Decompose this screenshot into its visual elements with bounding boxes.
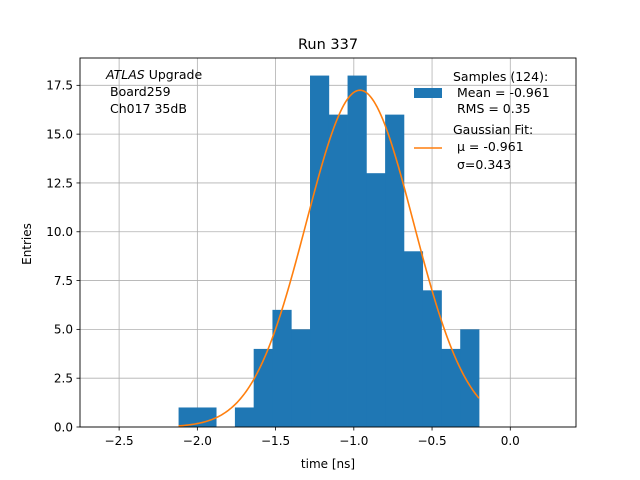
x-tick-label: −2.5 <box>105 434 134 448</box>
annotation: ATLAS Upgrade Board259 Ch017 35dB <box>105 67 202 116</box>
histogram-bar-13 <box>460 329 480 427</box>
y-tick-label: 12.5 <box>46 176 73 190</box>
axes-frame <box>79 57 577 428</box>
upgrade-label: Upgrade <box>145 67 203 82</box>
legend-histogram-line1: Samples (124): <box>453 69 548 84</box>
histogram-bar-1 <box>234 407 255 427</box>
y-tick-label: 17.5 <box>46 79 73 93</box>
histogram-bar-9 <box>385 114 405 427</box>
x-tick-label: −2.0 <box>183 434 212 448</box>
histogram-bar-8 <box>366 173 386 427</box>
histogram-bar-11 <box>422 290 442 427</box>
x-axis-ticks: −2.5 −2.0 −1.5 −1.0 −0.5 0.0 <box>105 427 520 448</box>
chart-title: Run 337 <box>298 37 358 53</box>
legend-fit-line1: Gaussian Fit: <box>453 122 533 137</box>
histogram-bar-6 <box>328 114 348 427</box>
y-tick-label: 2.5 <box>54 371 73 385</box>
x-tick-label: −0.5 <box>417 434 446 448</box>
y-axis-ticks: 0.0 2.5 5.0 7.5 10.0 12.5 15.0 17.5 <box>46 79 80 434</box>
histogram-bars <box>178 75 480 428</box>
histogram-bar-7 <box>347 75 367 428</box>
histogram-bar-12 <box>441 348 461 427</box>
y-tick-label: 7.5 <box>54 274 73 288</box>
x-axis-label: time [ns] <box>301 457 355 471</box>
histogram-bar-3 <box>272 309 292 427</box>
legend-histogram-line2: Mean = -0.961 <box>453 85 550 100</box>
legend-histogram-swatch <box>414 88 442 98</box>
annotation-line1: ATLAS Upgrade <box>105 67 202 82</box>
atlas-label: ATLAS <box>105 67 145 82</box>
y-tick-label: 0.0 <box>54 420 73 434</box>
y-tick-label: 15.0 <box>46 127 73 141</box>
histogram-bar-4 <box>291 329 311 427</box>
histogram-bar-5 <box>310 75 330 428</box>
gaussian-fit-curve <box>178 89 480 427</box>
legend: Samples (124): Mean = -0.961 RMS = 0.35 … <box>414 69 550 172</box>
legend-histogram-line3: RMS = 0.35 <box>453 101 531 116</box>
annotation-line3: Ch017 35dB <box>110 101 187 116</box>
histogram-bar-10 <box>403 251 424 427</box>
x-tick-label: 0.0 <box>501 434 520 448</box>
histogram-bar-2 <box>253 348 273 427</box>
x-tick-label: −1.0 <box>339 434 368 448</box>
histogram-bar-0 <box>178 407 217 427</box>
x-tick-label: −1.5 <box>261 434 290 448</box>
y-axis-label: Entries <box>20 223 34 265</box>
legend-fit-line3: σ=0.343 <box>457 157 511 172</box>
annotation-line2: Board259 <box>110 84 171 99</box>
legend-fit-line2: μ = -0.961 <box>453 139 524 154</box>
y-tick-label: 5.0 <box>54 323 73 337</box>
y-tick-label: 10.0 <box>46 225 73 239</box>
